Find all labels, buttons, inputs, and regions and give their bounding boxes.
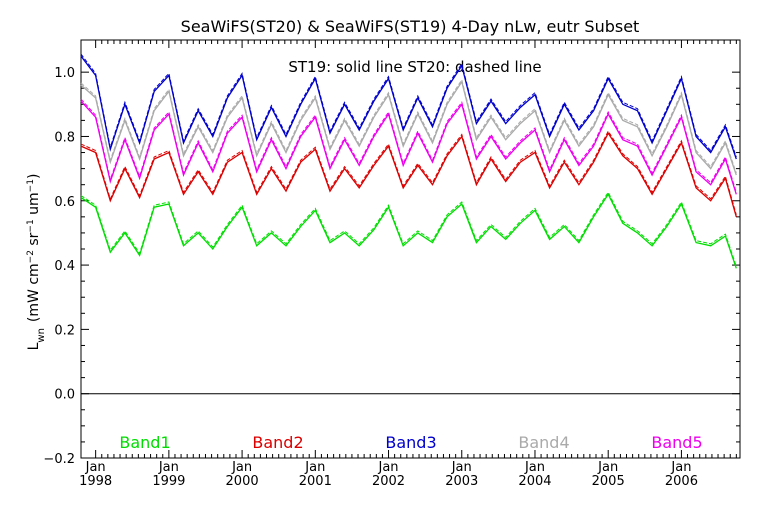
series-line-band2-st20	[80, 130, 737, 215]
series-line-band4-st19	[80, 80, 737, 176]
series-line-band3-st19	[80, 55, 737, 160]
y-tick-label: 0.8	[54, 130, 75, 145]
x-tick-year: 2000	[226, 474, 259, 489]
x-tick-year: 1999	[152, 474, 185, 489]
legend-label-band1: Band1	[119, 433, 170, 452]
plot-frame	[80, 39, 741, 459]
legend-label-band4: Band4	[518, 433, 569, 452]
y-axis-label-units-close: )	[26, 174, 42, 179]
y-axis: −0.2 0.0 0.2 0.4 0.6 0.8 1.0	[43, 66, 740, 467]
x-tick-year: 2002	[372, 474, 405, 489]
x-tick-month: Jan	[231, 460, 252, 475]
x-tick-year: 1998	[79, 474, 112, 489]
y-axis-label: Lwn(mW cm−2 sr−1 um−1)	[26, 174, 47, 351]
y-tick-label: 0.2	[54, 323, 75, 338]
x-tick-month: Jan	[378, 460, 399, 475]
y-axis-label-subscript: wn	[36, 328, 47, 343]
y-axis-label-exponent-2: −1	[26, 219, 36, 232]
x-axis: Jan1998Jan1999Jan2000Jan2001Jan2002Jan20…	[79, 40, 737, 489]
y-axis-label-units-mid-2: um	[26, 192, 42, 219]
series-lines	[80, 53, 737, 269]
chart-title: SeaWiFS(ST20) & SeaWiFS(ST19) 4-Day nLw,…	[181, 17, 640, 36]
y-axis-label-exponent-1: −2	[26, 250, 36, 263]
x-tick-year: 2003	[445, 474, 478, 489]
x-tick-month: Jan	[158, 460, 179, 475]
series-line-band1-st19	[80, 192, 737, 269]
series-line-band1-st20	[80, 191, 737, 267]
y-tick-label: 0.0	[54, 388, 75, 403]
y-axis-label-exponent-3: −1	[26, 179, 36, 192]
x-tick-year: 2004	[518, 474, 551, 489]
y-tick-label: 0.6	[54, 195, 75, 210]
y-axis-label-main: L	[26, 342, 42, 350]
y-tick-label: −0.2	[43, 452, 75, 467]
line-style-note: ST19: solid line ST20: dashed line	[288, 58, 541, 76]
x-tick-month: Jan	[304, 460, 325, 475]
legend-label-band2: Band2	[252, 433, 303, 452]
y-tick-label: 1.0	[54, 66, 75, 81]
x-tick-month: Jan	[85, 460, 106, 475]
x-tick-month: Jan	[670, 460, 691, 475]
y-axis-label-units-mid-1: sr	[26, 232, 42, 250]
x-tick-month: Jan	[524, 460, 545, 475]
x-tick-year: 2005	[592, 474, 625, 489]
legend-label-band5: Band5	[651, 433, 702, 452]
x-tick-month: Jan	[451, 460, 472, 475]
y-tick-label: 0.4	[54, 259, 75, 274]
series-line-band3-st20	[80, 53, 737, 158]
legend: Band1 Band2 Band3 Band4 Band5	[119, 433, 702, 452]
x-tick-year: 2006	[665, 474, 698, 489]
series-line-band4-st20	[80, 78, 737, 174]
series-line-band5-st20	[80, 98, 737, 193]
legend-label-band3: Band3	[385, 433, 436, 452]
x-tick-month: Jan	[597, 460, 618, 475]
series-line-band2-st19	[80, 131, 737, 217]
series-line-band5-st19	[80, 100, 737, 195]
x-tick-year: 2001	[299, 474, 332, 489]
y-axis-label-units-open: (mW cm	[26, 263, 42, 322]
